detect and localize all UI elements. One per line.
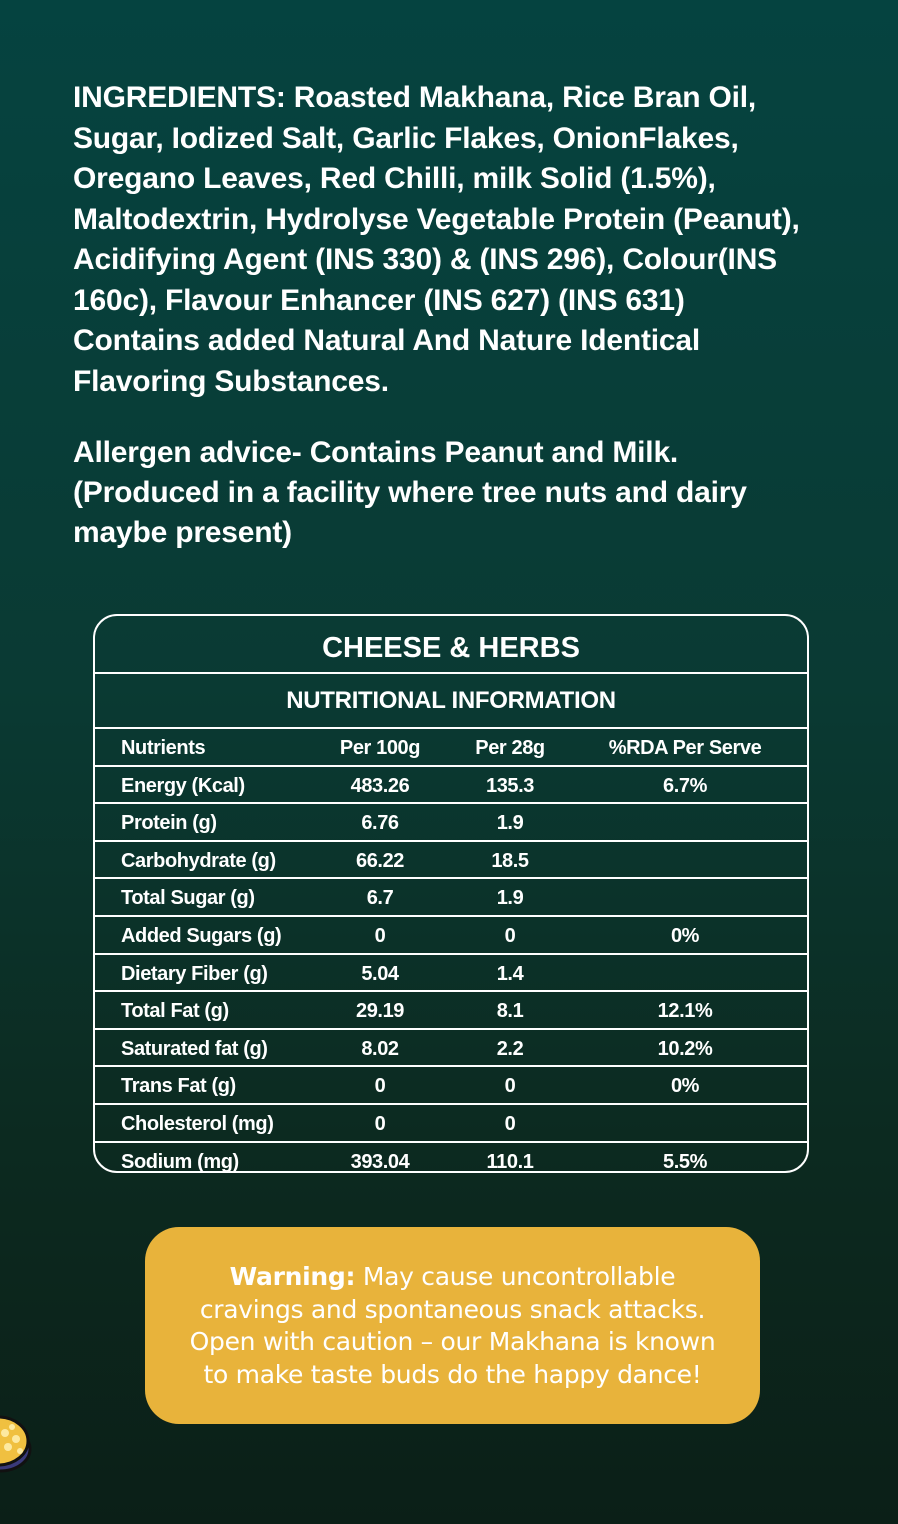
warning-line: Open with caution – our Makhana is known <box>189 1327 716 1356</box>
value-per-28g: 1.4 <box>496 962 524 985</box>
warning-line: to make taste buds do the happy dance! <box>203 1359 702 1389</box>
header-nutrients: Nutrients <box>121 737 206 759</box>
warning-line: May cause uncontrollable <box>362 1262 676 1291</box>
ingredients-line: 160c), Flavour Enhancer (INS 627) (INS 6… <box>73 283 685 317</box>
nutrient-name: Carbohydrate (g) <box>121 849 276 872</box>
value-per-100g: 29.19 <box>355 1000 405 1023</box>
nutrient-name: Trans Fat (g) <box>121 1075 236 1098</box>
allergen-advice: Allergen advice- Contains Peanut and Mil… <box>73 433 863 553</box>
table-row: Dietary Fiber (g) 5.04 1.4 <box>95 955 807 993</box>
nutrition-subtitle: NUTRITIONAL INFORMATION <box>95 674 807 729</box>
header-per-28g: Per 28g <box>475 737 545 759</box>
value-per-100g: 0 <box>374 1075 386 1098</box>
header-per-100g: Per 100g <box>339 737 421 759</box>
table-row: Total Fat (g) 29.19 8.1 12.1% <box>95 992 807 1030</box>
nutrient-name: Dietary Fiber (g) <box>121 962 268 985</box>
nutrient-name: Added Sugars (g) <box>121 924 282 947</box>
header-rda: %RDA Per Serve <box>608 737 762 759</box>
nutrient-name: Cholesterol (mg) <box>121 1112 274 1135</box>
value-rda: 0% <box>670 1075 700 1098</box>
allergen-line: (Produced in a facility where tree nuts … <box>73 476 747 509</box>
value-per-100g: 6.7 <box>366 887 394 910</box>
ingredients-line: INGREDIENTS: Roasted Makhana, Rice Bran … <box>73 81 757 114</box>
ingredients-line: Maltodextrin, Hydrolyse Vegetable Protei… <box>73 202 800 236</box>
value-rda: 12.1% <box>657 1000 713 1023</box>
value-rda: 0% <box>670 924 700 947</box>
value-per-28g: 0 <box>504 924 516 947</box>
table-row: Total Sugar (g) 6.7 1.9 <box>95 879 807 917</box>
table-row: Saturated fat (g) 8.02 2.2 10.2% <box>95 1030 807 1068</box>
value-per-100g: 5.04 <box>361 962 399 985</box>
table-header-row: Nutrients Per 100g Per 28g %RDA Per Serv… <box>95 729 807 767</box>
ingredients-text: INGREDIENTS: Roasted Makhana, Rice Bran … <box>73 78 863 402</box>
nutrition-table: CHEESE & HERBS NUTRITIONAL INFORMATION N… <box>93 614 809 1173</box>
value-per-28g: 8.1 <box>496 1000 524 1023</box>
flavour-title: CHEESE & HERBS <box>95 616 807 674</box>
value-per-28g: 135.3 <box>485 774 535 797</box>
makhana-bowl-icon <box>0 1415 32 1473</box>
value-per-28g: 2.2 <box>496 1037 524 1060</box>
nutrition-rows: Nutrients Per 100g Per 28g %RDA Per Serv… <box>95 729 807 1173</box>
value-rda: 10.2% <box>657 1037 713 1060</box>
warning-box: Warning: May cause uncontrollable cravin… <box>145 1227 760 1424</box>
value-per-28g: 110.1 <box>486 1150 534 1173</box>
nutrient-name: Energy (Kcal) <box>121 774 245 797</box>
value-per-100g: 393.04 <box>350 1150 410 1173</box>
nutrient-name: Sodium (mg) <box>121 1150 239 1173</box>
value-rda: 5.5% <box>663 1150 707 1173</box>
nutrient-name: Total Fat (g) <box>121 1000 229 1023</box>
value-per-28g: 1.9 <box>496 887 524 910</box>
value-per-28g: 0 <box>504 1112 516 1135</box>
table-row: Trans Fat (g) 0 0 0% <box>95 1067 807 1105</box>
value-per-100g: 0 <box>374 924 386 947</box>
value-per-28g: 0 <box>504 1075 516 1098</box>
value-per-100g: 483.26 <box>350 774 410 797</box>
value-per-100g: 0 <box>374 1112 386 1135</box>
table-row: Cholesterol (mg) 0 0 <box>95 1105 807 1143</box>
value-per-100g: 8.02 <box>361 1037 399 1060</box>
value-rda: 6.7% <box>663 774 707 797</box>
nutrient-name: Saturated fat (g) <box>121 1037 268 1060</box>
warning-label: Warning: <box>229 1262 356 1291</box>
table-row: Sodium (mg) 393.04 110.1 5.5% <box>95 1143 807 1173</box>
ingredients-line: Contains added Natural And Nature Identi… <box>73 324 701 357</box>
ingredients-line: Sugar, Iodized Salt, Garlic Flakes, Onio… <box>73 121 739 155</box>
table-row: Protein (g) 6.76 1.9 <box>95 804 807 842</box>
value-per-28g: 1.9 <box>496 812 524 835</box>
nutrient-name: Total Sugar (g) <box>121 887 255 910</box>
allergen-line: Allergen advice- Contains Peanut and Mil… <box>73 436 679 469</box>
value-per-100g: 66.22 <box>355 849 405 872</box>
ingredients-line: Oregano Leaves, Red Chilli, milk Solid (… <box>73 162 716 195</box>
ingredients-line: Flavoring Substances. <box>73 364 389 398</box>
allergen-line: maybe present) <box>73 516 292 549</box>
table-row: Carbohydrate (g) 66.22 18.5 <box>95 842 807 880</box>
warning-line: cravings and spontaneous snack attacks. <box>199 1294 706 1324</box>
ingredients-line: Acidifying Agent (INS 330) & (INS 296), … <box>73 243 777 276</box>
table-row: Added Sugars (g) 0 0 0% <box>95 917 807 955</box>
nutrient-name: Protein (g) <box>121 812 217 835</box>
value-per-100g: 6.76 <box>361 812 399 835</box>
table-row: Energy (Kcal) 483.26 135.3 6.7% <box>95 767 807 805</box>
value-per-28g: 18.5 <box>491 849 529 872</box>
